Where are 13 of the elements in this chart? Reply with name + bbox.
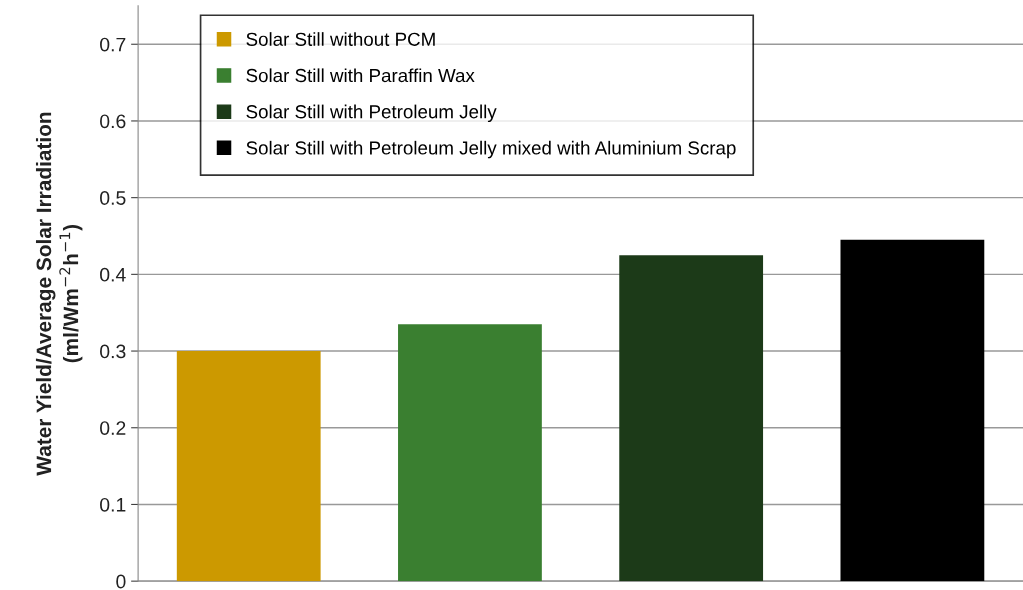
- y-tick-label: 0: [116, 574, 126, 589]
- y-tick-label: 0.4: [100, 267, 126, 282]
- legend-label: Solar Still with Petroleum Jelly: [246, 104, 497, 123]
- y-tick-label: 0.1: [100, 497, 126, 512]
- y-tick-label: 0.5: [100, 191, 126, 205]
- y-tick-label: 0.2: [100, 421, 126, 435]
- y-tick-label: 0.7: [100, 37, 126, 52]
- legend-label: Solar Still without PCM: [246, 32, 435, 46]
- y-tick-label: 0.6: [100, 114, 126, 129]
- legend-label: Solar Still with Paraffin Wax: [246, 68, 475, 83]
- y-tick-label: 0.3: [100, 344, 126, 359]
- legend-label: Solar Still with Petroleum Jelly mixed with Aluminium Scrap: [246, 140, 736, 159]
- y-axis-title: Water Yield/Average Solar Irradiation (ml/Wm$^{−2}$h$^{−1}$): [35, 112, 83, 476]
